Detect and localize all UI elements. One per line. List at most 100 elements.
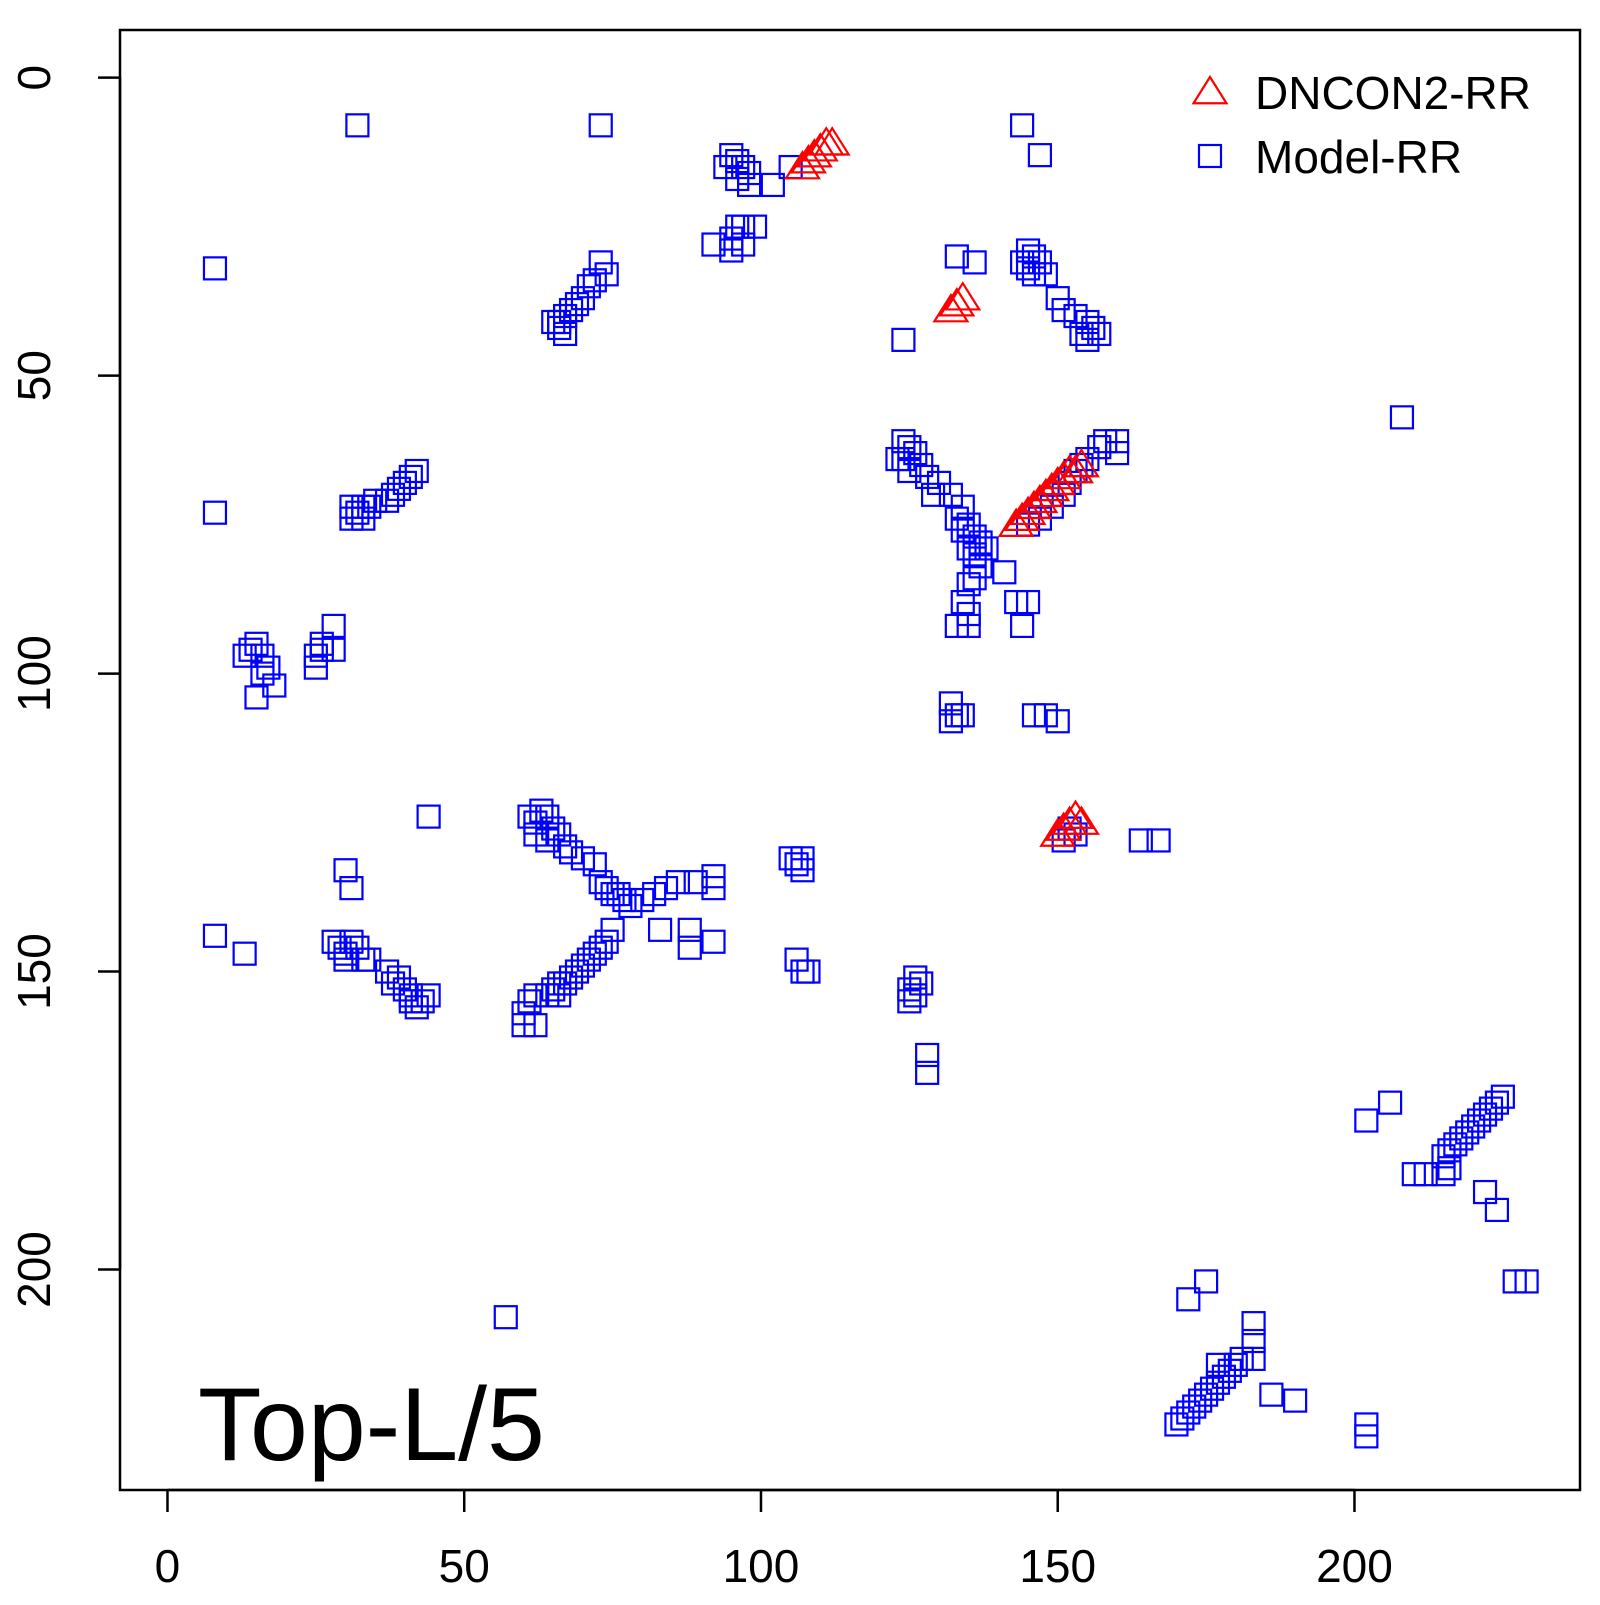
- model-rr-point: [915, 1042, 940, 1068]
- model-rr-point: [1389, 405, 1415, 430]
- y-tick-label: 200: [8, 1231, 60, 1308]
- model-rr-point: [1104, 441, 1130, 466]
- model-rr-point: [333, 947, 358, 972]
- plot-annotation: Top-L/5: [198, 1367, 545, 1483]
- dncon2-rr-point: [784, 149, 822, 180]
- dncon2-rr-point: [1062, 447, 1100, 478]
- y-tick-label: 50: [8, 350, 60, 401]
- model-rr-point: [1075, 327, 1100, 352]
- model-rr-point: [897, 989, 922, 1014]
- model-rr-point: [790, 858, 815, 883]
- model-rr-point: [547, 983, 572, 1008]
- model-rr-point: [962, 250, 987, 275]
- model-rr-point: [1045, 709, 1070, 734]
- model-rr-point: [303, 655, 328, 680]
- model-rr-point: [232, 643, 257, 668]
- model-rr-point: [1205, 1352, 1231, 1377]
- model-rr-point: [244, 685, 269, 710]
- model-rr-point: [760, 172, 785, 198]
- model-rr-point: [1259, 1382, 1284, 1407]
- plot-frame: [118, 28, 1582, 1492]
- model-rr-point: [416, 983, 441, 1008]
- model-rr-point: [1283, 1388, 1308, 1413]
- model-rr-point: [1069, 321, 1094, 347]
- dncon2-rr-point: [1039, 465, 1077, 496]
- dncon2-rr-point: [1062, 805, 1100, 835]
- dncon2-rr-point: [813, 126, 851, 156]
- model-rr-point: [677, 917, 702, 942]
- model-rr-point: [701, 232, 726, 257]
- legend-label-dncon2-rr: DNCON2-RR: [1255, 67, 1531, 119]
- dncon2-rr-point: [997, 507, 1035, 537]
- model-rr-point: [1128, 828, 1153, 853]
- series-dncon2-rr: [784, 126, 1100, 847]
- model-rr-point: [1146, 828, 1171, 853]
- model-rr-point: [333, 858, 358, 883]
- legend-label-model-rr: Model-RR: [1255, 131, 1462, 183]
- model-rr-point: [1164, 1412, 1189, 1437]
- model-rr-point: [541, 977, 566, 1002]
- model-rr-point: [1437, 1138, 1462, 1163]
- model-rr-point: [683, 870, 708, 895]
- model-rr-point: [1431, 1162, 1456, 1187]
- model-rr-point: [345, 113, 370, 138]
- dncon2-rr-point: [1009, 495, 1047, 526]
- model-rr-point: [345, 500, 370, 525]
- x-tick-label: 100: [723, 1540, 800, 1592]
- model-rr-point: [553, 321, 578, 347]
- model-rr-point: [891, 327, 916, 352]
- model-rr-point: [1413, 1162, 1438, 1187]
- model-rr-point: [701, 929, 726, 954]
- model-rr-point: [1010, 113, 1035, 138]
- model-rr-point: [339, 876, 364, 901]
- model-rr-point: [535, 828, 560, 853]
- model-rr-point: [1027, 143, 1053, 168]
- model-rr-point: [351, 506, 376, 531]
- dncon2-rr-point: [1045, 811, 1083, 841]
- model-rr-point: [1170, 1406, 1195, 1431]
- model-rr-point: [202, 256, 228, 281]
- model-rr-point: [796, 959, 821, 984]
- model-rr-point: [1484, 1197, 1510, 1223]
- model-rr-point: [416, 804, 441, 829]
- dncon2-rr-point: [1057, 453, 1095, 484]
- model-rr-point: [493, 1305, 518, 1330]
- model-rr-point: [701, 876, 726, 901]
- model-rr-point: [784, 852, 809, 877]
- dncon2-rr-point: [1003, 501, 1041, 532]
- model-rr-point: [612, 887, 637, 913]
- x-tick-label: 0: [155, 1540, 181, 1592]
- model-rr-point: [915, 1060, 940, 1085]
- dncon2-rr-point: [1057, 799, 1095, 829]
- x-tick-label: 200: [1316, 1540, 1393, 1592]
- model-rr-point: [523, 1013, 548, 1038]
- model-rr-point: [737, 172, 762, 198]
- dncon2-rr-point: [1015, 489, 1053, 520]
- model-rr-point: [1514, 1269, 1539, 1294]
- dncon2-rr-point: [795, 138, 833, 168]
- model-rr-point: [920, 482, 946, 507]
- model-rr-point: [897, 458, 922, 484]
- legend-marker-dncon2-rr: [1191, 74, 1229, 105]
- model-rr-point: [677, 935, 702, 960]
- x-tick-label: 50: [439, 1540, 490, 1592]
- model-rr-point: [665, 870, 690, 895]
- dncon2-rr-point: [1033, 471, 1071, 502]
- model-rr-point: [1241, 1311, 1266, 1336]
- dncon2-rr-point: [789, 144, 827, 174]
- model-rr-point: [719, 238, 744, 263]
- x-tick-label: 150: [1019, 1540, 1096, 1592]
- model-rr-point: [380, 971, 406, 996]
- dncon2-rr-point: [1021, 483, 1059, 514]
- model-rr-point: [1176, 1287, 1201, 1312]
- dncon2-rr-point: [1045, 459, 1083, 490]
- y-tick-label: 150: [8, 933, 60, 1010]
- model-rr-point: [647, 917, 673, 942]
- model-rr-point: [992, 560, 1017, 585]
- model-rr-point: [1377, 1090, 1403, 1115]
- model-rr-point: [1021, 262, 1047, 287]
- model-rr-point: [950, 703, 975, 728]
